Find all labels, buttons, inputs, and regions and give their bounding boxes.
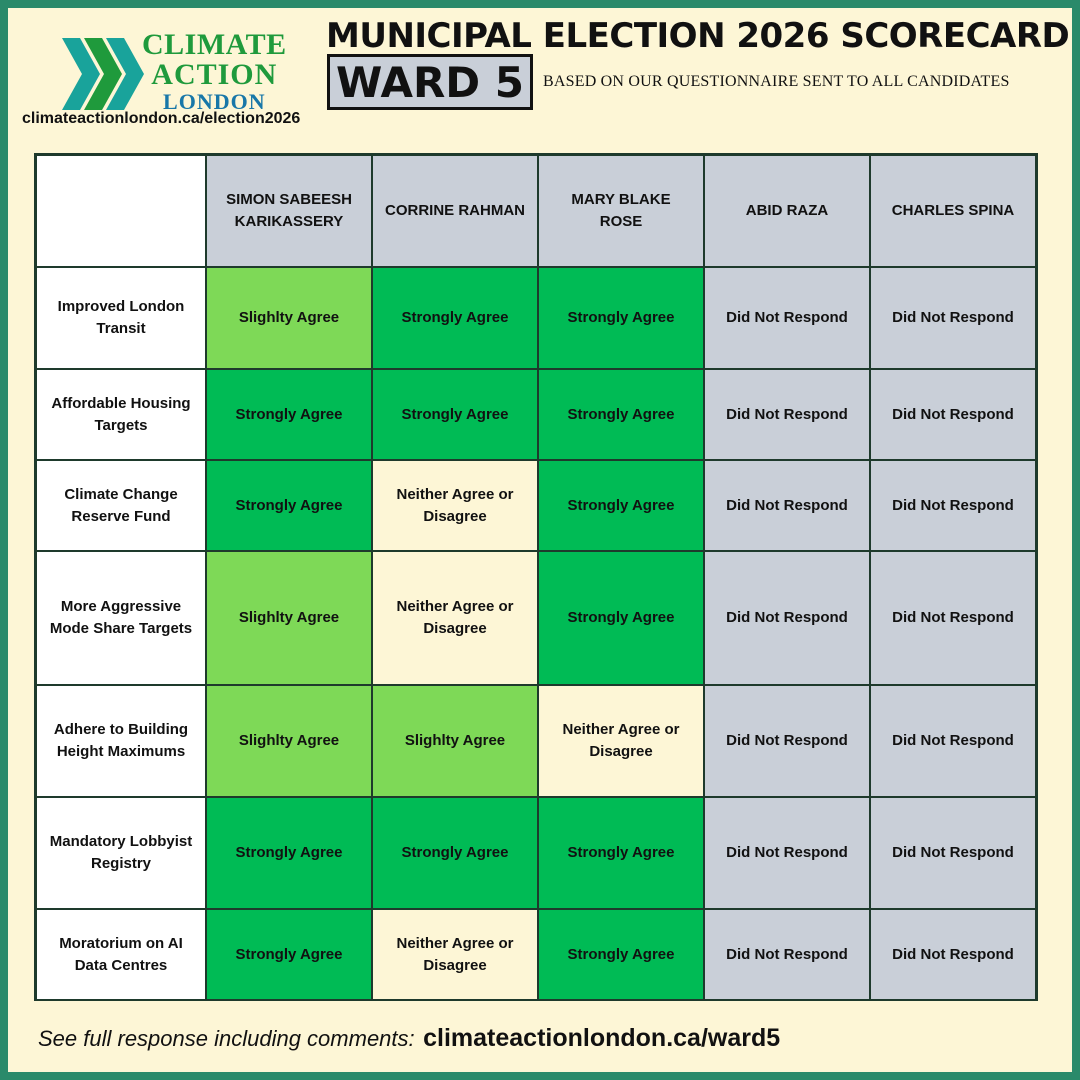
response-cell: Strongly Agree [207,910,371,999]
response-cell: Strongly Agree [207,461,371,550]
issue-label-climate-change-reserve-fund: Climate Change Reserve Fund [37,461,205,550]
response-cell: Did Not Respond [705,798,869,908]
response-cell: Did Not Respond [871,798,1035,908]
logo-line-climate: CLIMATE [142,28,287,61]
response-cell: Neither Agree or Disagree [373,910,537,999]
response-cell: Strongly Agree [373,798,537,908]
candidate-header-mary-blake-rose: MARY BLAKE ROSE [539,156,703,266]
issue-label-moratorium-on-ai-data-centres: Moratorium on AI Data Centres [37,910,205,999]
response-cell: Did Not Respond [871,552,1035,684]
issue-label-more-aggressive-mode-share-targets: More Aggressive Mode Share Targets [37,552,205,684]
election-url[interactable]: climateactionlondon.ca/election2026 [22,110,301,127]
chevrons-icon [62,38,144,110]
response-cell: Did Not Respond [871,686,1035,796]
logo-wordmark: CLIMATE ACTION LONDON [142,30,287,113]
table-corner-cell [37,156,205,266]
response-cell: Strongly Agree [539,461,703,550]
response-cell: Did Not Respond [705,370,869,459]
candidate-header-simon-sabeesh-karikassery: SIMON SABEESH KARIKASSERY [207,156,371,266]
footer-lead-text: See full response including comments: [38,1026,415,1051]
response-cell: Neither Agree or Disagree [539,686,703,796]
response-cell: Did Not Respond [871,268,1035,368]
issue-label-adhere-to-building-height-maximums: Adhere to Building Height Maximums [37,686,205,796]
response-cell: Did Not Respond [705,910,869,999]
ward-response-link[interactable]: climateactionlondon.ca/ward5 [423,1024,781,1052]
response-cell: Slighlty Agree [207,268,371,368]
response-cell: Did Not Respond [871,370,1035,459]
page-title: MUNICIPAL ELECTION 2026 SCORECARD [326,16,1070,56]
response-cell: Slighlty Agree [207,552,371,684]
candidate-header-charles-spina: CHARLES SPINA [871,156,1035,266]
candidate-header-abid-raza: ABID RAZA [705,156,869,266]
logo-line-action: ACTION [151,58,278,91]
response-cell: Strongly Agree [539,910,703,999]
footer: See full response including comments: cl… [38,1024,780,1053]
response-cell: Slighlty Agree [373,686,537,796]
response-cell: Strongly Agree [373,268,537,368]
response-cell: Strongly Agree [539,552,703,684]
response-cell: Slighlty Agree [207,686,371,796]
page-subtitle: BASED ON OUR QUESTIONNAIRE SENT TO ALL C… [543,73,1010,90]
response-cell: Did Not Respond [705,686,869,796]
logo-line-london: LONDON [163,89,266,114]
response-cell: Did Not Respond [705,461,869,550]
issue-label-affordable-housing-targets: Affordable Housing Targets [37,370,205,459]
issue-label-mandatory-lobbyist-registry: Mandatory Lobbyist Registry [37,798,205,908]
response-cell: Did Not Respond [705,552,869,684]
response-cell: Did Not Respond [871,910,1035,999]
response-cell: Did Not Respond [871,461,1035,550]
response-cell: Neither Agree or Disagree [373,461,537,550]
scorecard-page: CLIMATE ACTION LONDON climateactionlondo… [8,8,1072,1072]
response-cell: Did Not Respond [705,268,869,368]
scorecard-table: SIMON SABEESH KARIKASSERY CORRINE RAHMAN M… [34,153,1038,1001]
response-cell: Strongly Agree [539,370,703,459]
response-cell: Strongly Agree [207,798,371,908]
response-cell: Neither Agree or Disagree [373,552,537,684]
response-cell: Strongly Agree [539,798,703,908]
candidate-header-corrine-rahman: CORRINE RAHMAN [373,156,537,266]
response-cell: Strongly Agree [207,370,371,459]
response-cell: Strongly Agree [539,268,703,368]
issue-label-improved-london-transit: Improved London Transit [37,268,205,368]
ward-badge: WARD 5 [327,54,533,110]
response-cell: Strongly Agree [373,370,537,459]
climate-action-london-logo: CLIMATE ACTION LONDON [60,30,310,120]
